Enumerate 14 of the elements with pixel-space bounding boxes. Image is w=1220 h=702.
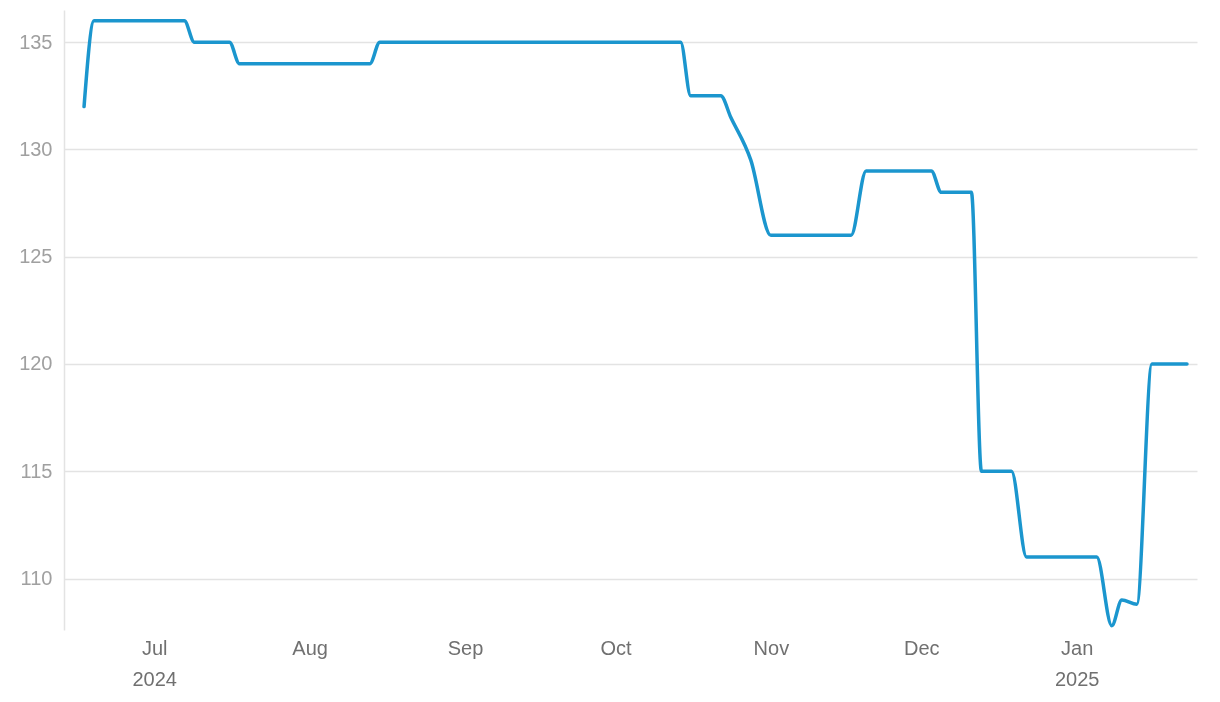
x-tick-label: Jan 2025 <box>1054 636 1100 690</box>
line-series <box>82 18 1189 628</box>
x-tick-label: Nov <box>753 636 790 659</box>
x-tick-label: Oct <box>600 636 632 659</box>
x-tick-label: Dec <box>903 636 940 659</box>
y-tick-label: 135 <box>19 30 53 53</box>
y-tick-label: 130 <box>19 137 53 160</box>
x-tick-label: Sep <box>447 636 484 659</box>
y-tick-label: 110 <box>20 567 53 590</box>
y-tick-label: 125 <box>19 245 53 268</box>
y-tick-label: 115 <box>20 459 53 482</box>
x-tick-label: Jul 2024 <box>132 636 177 690</box>
y-tick-label: 120 <box>19 352 53 375</box>
x-tick-label: Aug <box>292 636 328 659</box>
